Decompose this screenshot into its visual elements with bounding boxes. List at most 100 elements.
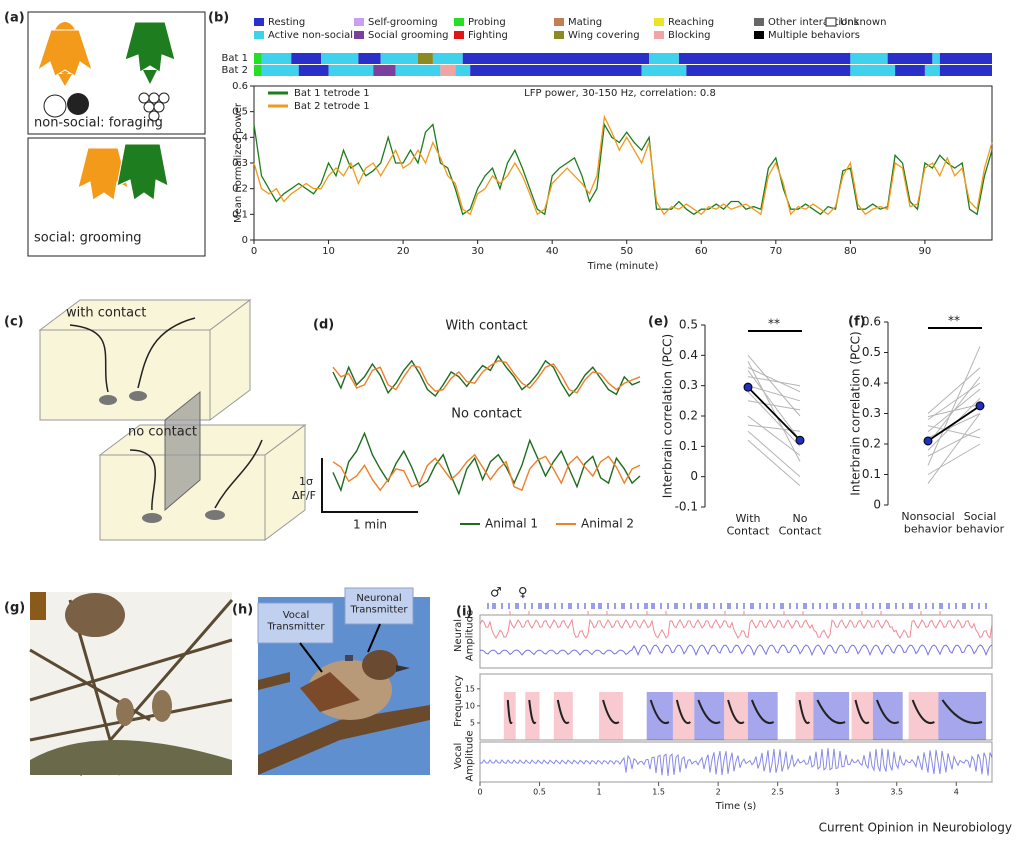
scale-label: 1 min — [353, 518, 387, 532]
panel-label: (i) — [456, 605, 472, 620]
syllable — [908, 692, 939, 740]
y-tick-label: 0 — [242, 235, 248, 246]
syllable — [747, 692, 778, 740]
photo-callout: Neuronal Transmitter — [349, 593, 408, 616]
syllable-contour — [941, 699, 983, 724]
sex-symbol: ♀ — [518, 586, 528, 601]
legend-swatch — [754, 18, 764, 26]
photo-sparrows — [29, 592, 234, 776]
syllable — [938, 692, 987, 740]
x-tick-label: 2.5 — [771, 788, 784, 797]
behavior-segment — [939, 65, 992, 76]
y-tick-label: 0.3 — [679, 378, 698, 392]
y-tick-label: 0 — [873, 498, 881, 512]
divider — [164, 390, 201, 512]
behavior-segment — [321, 53, 359, 64]
y-tick-label: 0.4 — [232, 132, 248, 143]
trace-line — [332, 360, 641, 394]
x-axis-label: Time (s) — [715, 801, 757, 812]
x-tick-label: 3 — [835, 788, 840, 797]
legend-swatch — [554, 31, 564, 39]
legend-swatch — [254, 18, 264, 26]
x-tick-label: 2 — [716, 788, 721, 797]
behavior-segment — [678, 53, 851, 64]
x-tick-label: Nonsocial behavior — [901, 510, 954, 536]
subject-line — [747, 385, 801, 402]
y-tick-label: 0.5 — [232, 107, 248, 118]
syllable — [813, 692, 850, 740]
syllable-contour — [697, 699, 721, 724]
legend-swatch — [654, 18, 664, 26]
behavior-segment — [298, 65, 329, 76]
neural-trace — [479, 618, 993, 639]
neural-trace — [479, 644, 993, 657]
mean-line — [927, 405, 981, 442]
behavior-segment — [395, 65, 441, 76]
y-tick-label: 5 — [470, 718, 475, 727]
legend-label: Fighting — [468, 30, 508, 41]
footer: Current Opinion in Neurobiology — [819, 821, 1012, 835]
bats-grooming — [77, 143, 169, 201]
x-tick-label: 0.5 — [533, 788, 546, 797]
syllable — [872, 692, 903, 740]
legend-swatch — [554, 18, 564, 26]
series-line — [253, 114, 993, 216]
x-tick-label: 50 — [620, 246, 633, 257]
legend-swatch — [654, 31, 664, 39]
y-tick-label: 0.6 — [862, 315, 881, 329]
y-tick-label: 0.5 — [862, 345, 881, 359]
subject-line — [747, 391, 801, 447]
panel-label: (c) — [4, 315, 24, 330]
behavior-segment — [254, 65, 262, 76]
y-tick-label: 0.4 — [679, 348, 698, 362]
subject-line — [927, 367, 981, 414]
x-tick-label: 70 — [769, 246, 782, 257]
subject-line — [747, 367, 801, 393]
x-tick-label: 0 — [477, 788, 482, 797]
behavior-segment — [261, 65, 299, 76]
behavior-segment — [939, 53, 992, 64]
legend-label: Probing — [468, 17, 506, 28]
photo-bird — [257, 587, 430, 775]
panel-label: (e) — [648, 315, 669, 330]
mean-line — [747, 386, 801, 441]
subject-line — [747, 430, 801, 478]
behavior-segment — [358, 53, 381, 64]
syllable-contour — [602, 699, 620, 724]
x-tick-label: 30 — [471, 246, 484, 257]
legend-label: Active non-social — [268, 30, 353, 41]
behavior-segment — [924, 65, 940, 76]
y-tick-label: 15 — [465, 684, 475, 693]
y-tick-label: 0.3 — [232, 158, 248, 169]
legend-label: Reaching — [668, 17, 714, 28]
subject-line — [927, 413, 981, 439]
syllable-contour — [727, 699, 745, 724]
significance-label: ** — [768, 317, 780, 331]
legend-swatch — [754, 31, 764, 39]
x-tick-label: With Contact — [727, 512, 770, 538]
syllable-contour — [911, 699, 935, 724]
y-tick-label: 0.5 — [679, 318, 698, 332]
legend-label: Blocking — [668, 30, 711, 41]
series-line — [253, 122, 993, 216]
behavior-segment — [850, 53, 888, 64]
mean-marker — [795, 435, 805, 445]
syllable-contour — [675, 699, 691, 724]
behavior-segment — [373, 65, 396, 76]
panel-label: (f) — [848, 315, 866, 330]
behavior-segment — [641, 65, 687, 76]
behavior-segment — [440, 65, 456, 76]
y-tick-label: -0.1 — [675, 500, 698, 514]
legend-label: Animal 2 — [581, 517, 634, 531]
significance-label: ** — [948, 314, 960, 328]
subject-line — [927, 403, 981, 418]
legend-label: Wing covering — [568, 30, 640, 41]
arena-box — [38, 299, 307, 541]
subject-line — [927, 382, 981, 421]
row-label: NeuralAmplitude — [453, 610, 476, 661]
legend-swatch — [354, 18, 364, 26]
y-tick-label: 0.6 — [232, 81, 248, 92]
trace-line — [332, 354, 641, 398]
behavior-segment — [649, 53, 679, 64]
